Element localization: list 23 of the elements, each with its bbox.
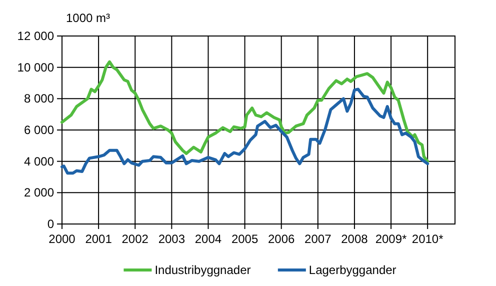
x-tick-label: 2001 bbox=[85, 232, 112, 246]
x-tick-label: 2006 bbox=[268, 232, 296, 246]
y-tick-label: 10 000 bbox=[17, 60, 54, 74]
y-tick-label: 2 000 bbox=[24, 186, 54, 200]
x-tick-label: 2007 bbox=[304, 232, 332, 246]
x-tick-label: 2005 bbox=[231, 232, 258, 246]
y-tick-label: 0 bbox=[47, 217, 54, 231]
y-tick-label: 6 000 bbox=[24, 123, 54, 137]
line-series bbox=[60, 88, 430, 175]
y-tick-label: 8 000 bbox=[24, 92, 54, 106]
x-tick-label: 2000 bbox=[48, 232, 76, 246]
x-tick-label: 2009* bbox=[375, 232, 408, 246]
y-axis-title: 1000 m³ bbox=[66, 11, 110, 25]
y-tick-label: 12 000 bbox=[17, 29, 54, 43]
x-tick-label: 2004 bbox=[194, 232, 222, 246]
x-tick-label: 2008 bbox=[341, 232, 368, 246]
legend-label: Industribyggnader bbox=[154, 263, 251, 277]
x-tick-label: 2002 bbox=[122, 232, 149, 246]
legend-label: Lagerbyggander bbox=[308, 263, 396, 277]
x-tick-label: 2010* bbox=[412, 232, 444, 246]
x-tick-label: 2003 bbox=[158, 232, 186, 246]
y-tick-label: 4 000 bbox=[24, 154, 54, 168]
line-series bbox=[60, 60, 430, 163]
